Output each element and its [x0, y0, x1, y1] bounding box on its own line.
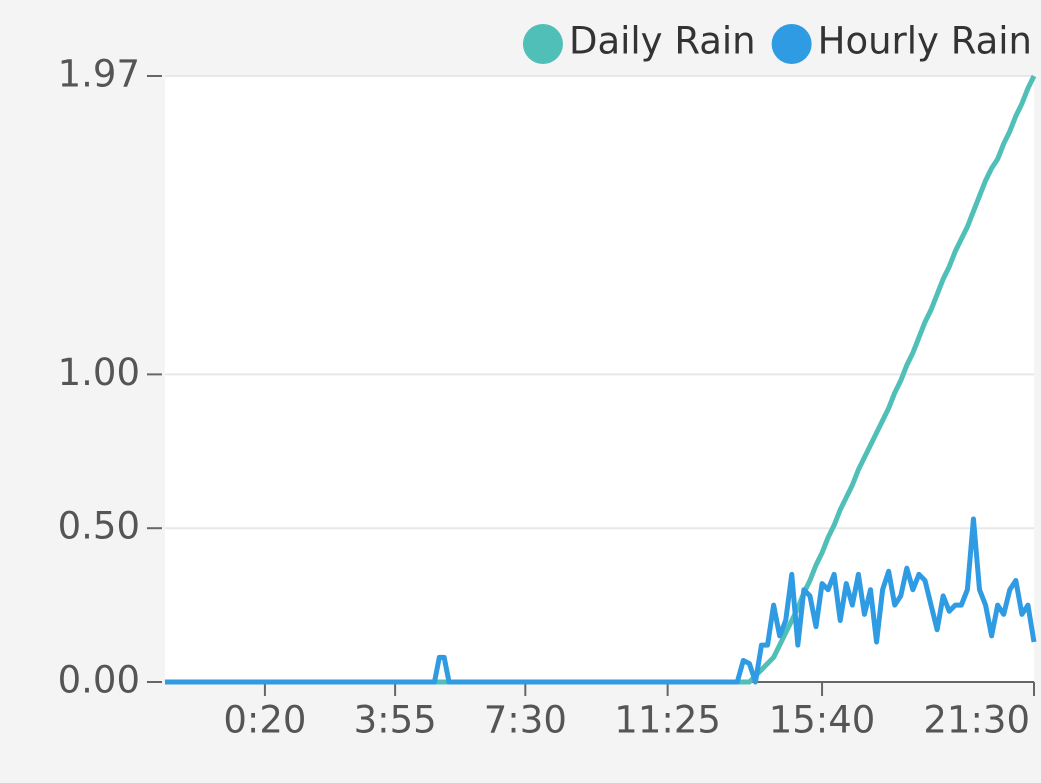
y-tick-label: 1.97 — [58, 53, 140, 96]
legend-label: Daily Rain — [569, 20, 756, 63]
y-tick-label: 0.50 — [58, 505, 140, 548]
legend-marker — [522, 24, 563, 64]
legend: Hourly Rain Daily Rain — [522, 20, 1032, 64]
y-tick-label: 0.00 — [58, 659, 140, 702]
x-tick-label: 15:40 — [769, 699, 876, 742]
data-line — [165, 74, 1037, 685]
x-tick-label: 21:30 — [923, 699, 1030, 742]
x-tick-label: 7:30 — [484, 699, 567, 742]
legend-marker — [771, 24, 812, 64]
legend-label: Hourly Rain — [818, 20, 1032, 63]
data-line — [165, 516, 1037, 685]
y-tick-label: 1.00 — [58, 351, 140, 394]
x-tick-label: 3:55 — [354, 699, 437, 742]
x-tick-label: 11:25 — [614, 699, 721, 742]
x-tick-label: 0:20 — [223, 699, 306, 742]
